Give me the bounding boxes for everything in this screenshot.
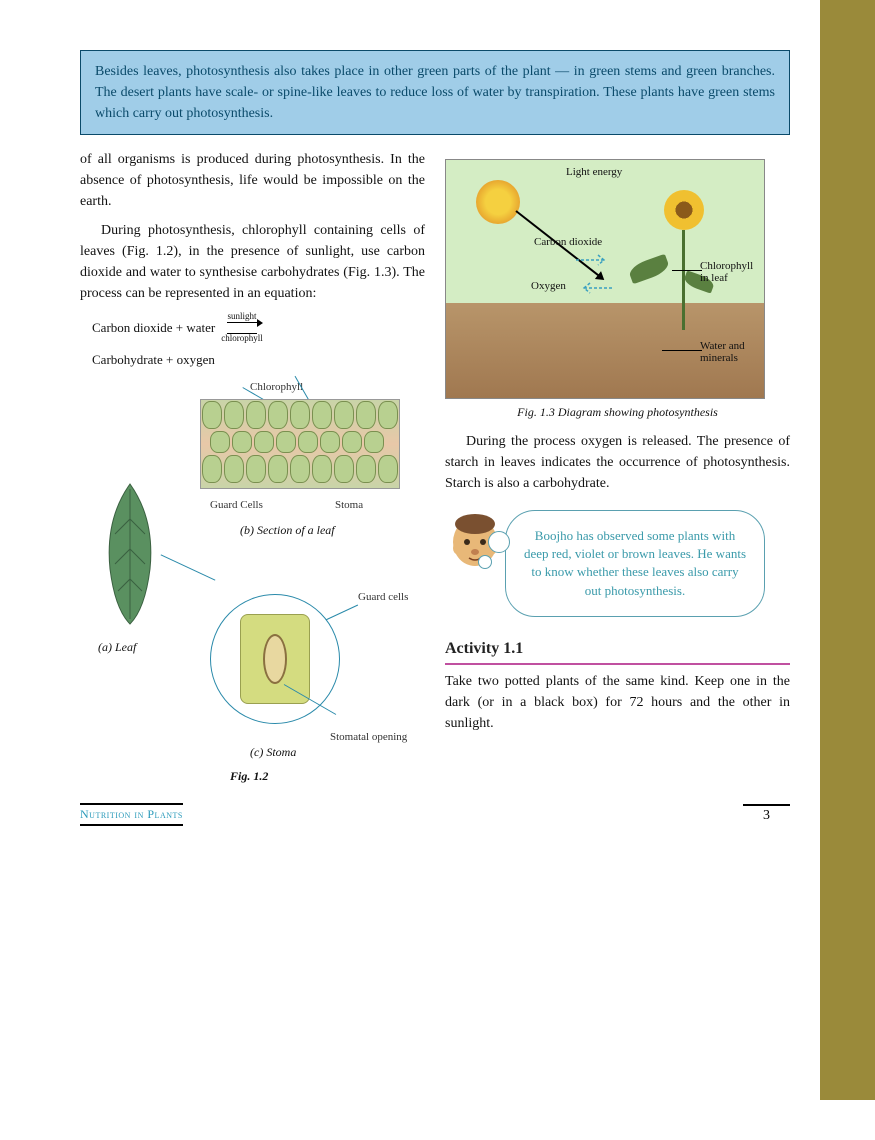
label-water-minerals: Water and minerals <box>700 340 758 364</box>
label-chlorophyll: Chlorophyll <box>250 379 303 396</box>
figure-1-3: Light energy Carbon dioxide Oxygen Chlor… <box>445 159 790 421</box>
guard-cell-shape <box>240 614 310 704</box>
fig-1-2-caption: Fig. 1.2 <box>230 767 268 785</box>
o2-arrow-icon <box>574 278 614 298</box>
label-oxygen: Oxygen <box>531 278 566 295</box>
chapter-title: Nutrition in Plants <box>80 803 183 826</box>
label-guard-cells: Guard Cells <box>210 497 263 514</box>
label-stomatal-opening: Stomatal opening <box>330 729 407 746</box>
caption-b: (b) Section of a leaf <box>240 521 335 539</box>
pointer-line <box>672 270 702 271</box>
fig-1-3-caption: Fig. 1.3 Diagram showing photosynthesis <box>445 403 790 421</box>
leaf-illustration <box>90 479 170 629</box>
arrow-line <box>227 322 257 334</box>
reaction-arrow: sunlight chlorophyll <box>221 312 263 344</box>
textbook-page: Besides leaves, photosynthesis also take… <box>0 0 820 856</box>
side-accent-bar <box>820 0 875 1100</box>
label-stoma: Stoma <box>335 497 363 514</box>
plant-illustration <box>664 190 704 330</box>
pointer-line <box>662 350 702 351</box>
equation-rhs: Carbohydrate + oxygen <box>92 350 425 370</box>
page-footer: Nutrition in Plants 3 <box>80 799 790 826</box>
leaf-cross-section <box>200 399 400 489</box>
body-paragraph: During photosynthesis, chlorophyll conta… <box>80 220 425 304</box>
equation-lhs: Carbon dioxide + water <box>92 318 215 338</box>
photosynthesis-equation: Carbon dioxide + water sunlight chloroph… <box>92 312 425 344</box>
flower-head <box>664 190 704 230</box>
boojho-callout: Boojho has observed some plants with dee… <box>445 510 790 617</box>
co2-arrow-icon <box>574 250 614 270</box>
highlight-box: Besides leaves, photosynthesis also take… <box>80 50 790 135</box>
figure-1-2: Chlorophyll Guard Cells Stoma (b) Sectio… <box>80 379 420 779</box>
thought-bubble: Boojho has observed some plants with dee… <box>505 510 765 617</box>
stomatal-pore <box>263 634 287 684</box>
sun-icon <box>476 180 520 224</box>
arrow-top-label: sunlight <box>227 312 256 322</box>
activity-heading: Activity 1.1 <box>445 637 790 665</box>
caption-a: (a) Leaf <box>98 638 136 656</box>
page-number: 3 <box>743 804 790 826</box>
body-paragraph: of all organisms is produced during phot… <box>80 149 425 212</box>
photosynthesis-diagram: Light energy Carbon dioxide Oxygen Chlor… <box>445 159 765 399</box>
caption-c: (c) Stoma <box>250 743 296 761</box>
left-column: of all organisms is produced during phot… <box>80 149 425 779</box>
label-chlorophyll-leaf: Chlorophyll in leaf <box>700 260 758 284</box>
activity-body: Take two potted plants of the same kind.… <box>445 671 790 734</box>
label-carbon-dioxide: Carbon dioxide <box>534 236 602 248</box>
right-column: Light energy Carbon dioxide Oxygen Chlor… <box>445 149 790 779</box>
label-guard-cells-2: Guard cells <box>358 589 408 606</box>
arrow-bottom-label: chlorophyll <box>221 334 263 344</box>
label-light-energy: Light energy <box>566 164 622 181</box>
body-paragraph: During the process oxygen is released. T… <box>445 431 790 494</box>
